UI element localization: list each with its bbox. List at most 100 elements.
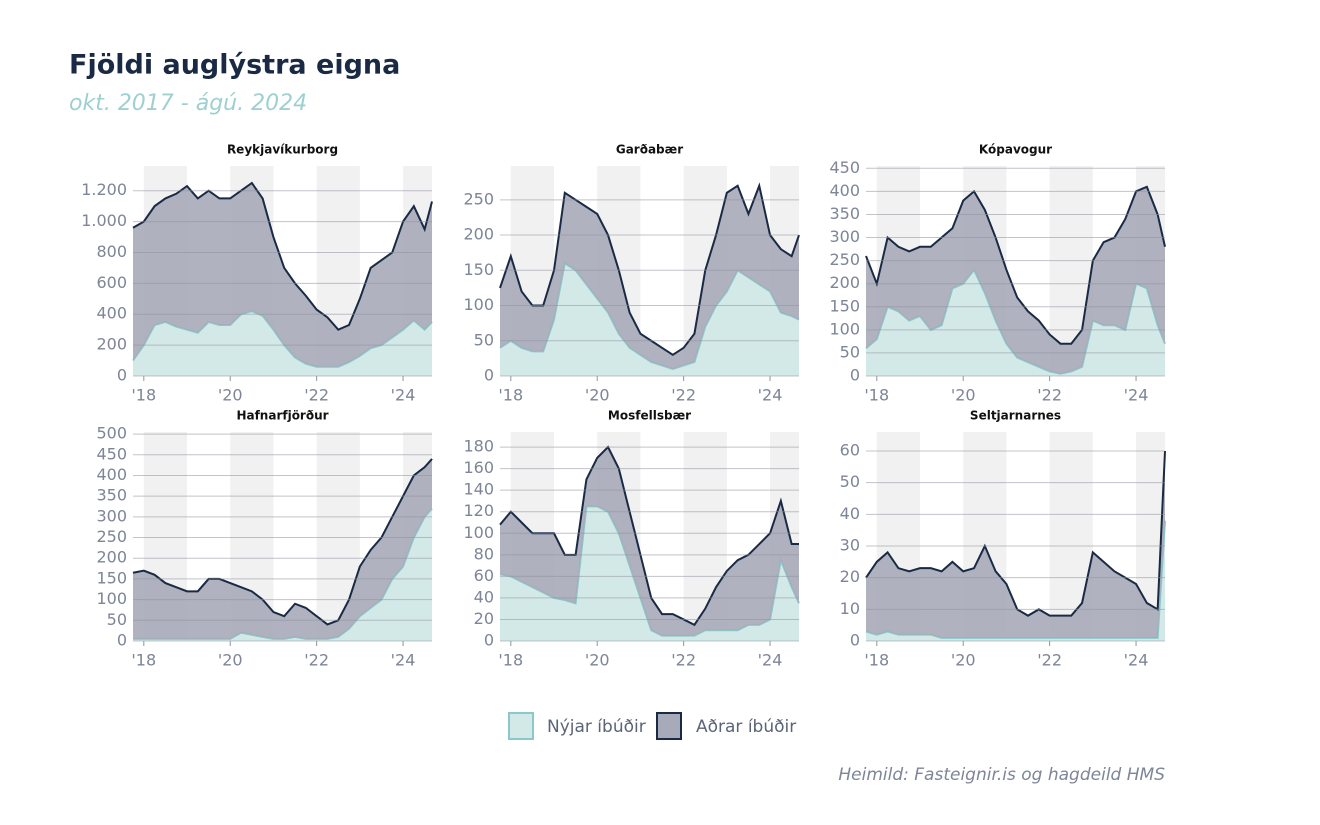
x-tick-label: '18 — [864, 651, 889, 670]
y-tick-label: 140 — [463, 480, 494, 499]
y-tick-label: 450 — [96, 444, 127, 463]
x-tick-label: '22 — [671, 651, 696, 670]
y-tick-label: 0 — [117, 631, 127, 650]
legend-label: Nýjar íbúðir — [547, 717, 646, 737]
y-tick-label: 40 — [474, 587, 494, 606]
x-tick-label: '22 — [304, 386, 329, 405]
y-tick-label: 50 — [840, 472, 860, 491]
y-tick-label: 500 — [96, 424, 127, 443]
area — [866, 451, 1165, 638]
x-tick-label: '20 — [218, 651, 243, 670]
x-tick-label: '24 — [391, 386, 416, 405]
y-tick-label: 400 — [96, 465, 127, 484]
y-tick-label: 400 — [96, 304, 127, 323]
y-tick-label: 0 — [850, 631, 860, 650]
y-tick-label: 50 — [840, 342, 860, 361]
y-tick-label: 40 — [840, 504, 860, 523]
y-tick-label: 0 — [484, 366, 494, 385]
x-tick-label: '24 — [1124, 651, 1149, 670]
y-tick-label: 60 — [474, 566, 494, 585]
x-tick-label: '22 — [1037, 386, 1062, 405]
x-tick-label: '22 — [671, 386, 696, 405]
legend-swatch — [508, 712, 534, 740]
y-tick-label: 100 — [829, 319, 860, 338]
area-line — [132, 458, 433, 626]
x-tick-label: '18 — [131, 386, 156, 405]
panel-title: Hafnarfjörður — [236, 409, 328, 423]
y-tick-label: 800 — [96, 242, 127, 261]
y-tick-label: 400 — [829, 181, 860, 200]
x-tick-label: '20 — [218, 386, 243, 405]
y-tick-label: 300 — [829, 227, 860, 246]
panel-title: Reykjavíkurborg — [227, 143, 338, 157]
x-tick-label: '18 — [864, 386, 889, 405]
chart-subtitle: okt. 2017 - ágú. 2024 — [69, 91, 307, 116]
x-tick-label: '18 — [498, 386, 523, 405]
x-tick-label: '18 — [131, 651, 156, 670]
y-tick-label: 50 — [107, 610, 127, 629]
area-line — [132, 181, 433, 331]
x-tick-label: '24 — [758, 386, 783, 405]
y-tick-label: 100 — [463, 295, 494, 314]
y-tick-label: 120 — [463, 501, 494, 520]
y-tick-label: 50 — [474, 330, 494, 349]
area — [500, 263, 799, 376]
x-tick-label: '20 — [951, 651, 976, 670]
x-tick-label: '20 — [585, 386, 610, 405]
y-tick-label: 300 — [96, 506, 127, 525]
y-tick-label: 600 — [96, 273, 127, 292]
area — [500, 506, 799, 641]
y-tick-label: 150 — [463, 260, 494, 279]
y-tick-label: 450 — [829, 158, 860, 177]
area — [133, 458, 432, 639]
y-tick-label: 250 — [463, 189, 494, 208]
y-tick-label: 150 — [96, 568, 127, 587]
y-tick-label: 200 — [96, 548, 127, 567]
y-tick-label: 20 — [474, 609, 494, 628]
x-tick-label: '24 — [391, 651, 416, 670]
x-tick-label: '20 — [951, 386, 976, 405]
panel-title: Kópavogur — [979, 143, 1052, 157]
y-tick-label: 200 — [96, 335, 127, 354]
panel-title: Mosfellsbær — [608, 409, 691, 423]
y-tick-label: 10 — [840, 599, 860, 618]
x-tick-label: '18 — [498, 651, 523, 670]
y-tick-label: 0 — [850, 366, 860, 385]
y-tick-label: 250 — [96, 527, 127, 546]
y-tick-label: 350 — [829, 204, 860, 223]
y-tick-label: 0 — [484, 631, 494, 650]
area-line — [865, 185, 1166, 345]
panel-title: Garðabær — [616, 143, 683, 157]
area — [500, 447, 799, 636]
y-tick-label: 1.200 — [81, 180, 127, 199]
y-tick-label: 100 — [96, 589, 127, 608]
area — [133, 508, 432, 641]
x-tick-label: '20 — [585, 651, 610, 670]
y-tick-label: 150 — [829, 296, 860, 315]
y-tick-label: 200 — [463, 225, 494, 244]
legend-swatch — [656, 712, 682, 740]
y-tick-label: 20 — [840, 567, 860, 586]
y-tick-label: 30 — [840, 536, 860, 555]
y-tick-label: 160 — [463, 458, 494, 477]
source: Heimild: Fasteignir.is og hagdeild HMS — [838, 765, 1165, 785]
x-tick-label: '24 — [758, 651, 783, 670]
y-tick-label: 200 — [829, 273, 860, 292]
y-tick-label: 1.000 — [81, 211, 127, 230]
y-tick-label: 60 — [840, 441, 860, 460]
x-tick-label: '22 — [304, 651, 329, 670]
area — [866, 269, 1165, 376]
y-tick-label: 0 — [117, 366, 127, 385]
area — [500, 185, 799, 369]
y-tick-label: 180 — [463, 437, 494, 456]
y-tick-label: 80 — [474, 544, 494, 563]
y-tick-label: 250 — [829, 250, 860, 269]
y-tick-label: 350 — [96, 486, 127, 505]
area — [133, 182, 432, 367]
area — [866, 186, 1165, 374]
chart-title: Fjöldi auglýstra eigna — [69, 50, 400, 81]
x-tick-label: '22 — [1037, 651, 1062, 670]
legend-label: Aðrar íbúðir — [696, 717, 796, 737]
x-tick-label: '24 — [1124, 386, 1149, 405]
